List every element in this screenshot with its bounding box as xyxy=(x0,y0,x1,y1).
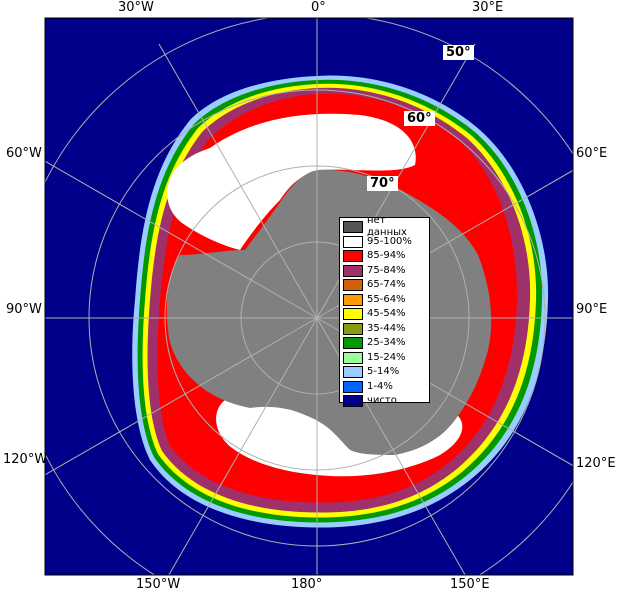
legend-label: чисто xyxy=(367,395,397,407)
lon-label-0: 0° xyxy=(311,0,326,15)
legend-item: нет данных xyxy=(343,215,426,238)
lat-label-50: 50° xyxy=(443,45,474,60)
legend-item: 1-4% xyxy=(343,380,426,395)
legend-item: 25-34% xyxy=(343,336,426,351)
legend-swatch xyxy=(343,322,363,335)
legend-swatch xyxy=(343,366,363,379)
legend-label: 55-64% xyxy=(367,293,406,305)
legend-swatch xyxy=(343,308,363,321)
legend-swatch xyxy=(343,235,363,248)
legend-item: чисто xyxy=(343,394,426,409)
lon-label-180: 180° xyxy=(291,577,323,592)
legend-label: 5-14% xyxy=(367,366,400,378)
legend-swatch xyxy=(343,380,363,393)
legend-swatch xyxy=(343,337,363,350)
legend-label: 1-4% xyxy=(367,380,393,392)
legend-item: 45-54% xyxy=(343,307,426,322)
legend-label: 85-94% xyxy=(367,250,406,262)
legend-item: 65-74% xyxy=(343,278,426,293)
legend-swatch xyxy=(343,264,363,277)
legend-item: 75-84% xyxy=(343,264,426,279)
lon-label-90w: 90°W xyxy=(6,302,42,317)
lat-label-60: 60° xyxy=(404,111,435,126)
lon-label-60e: 60°E xyxy=(576,146,608,161)
legend-label: 25-34% xyxy=(367,337,406,349)
legend-label: 35-44% xyxy=(367,322,406,334)
legend: нет данных 95-100% 85-94% 75-84% 65-74% 55-64… xyxy=(339,215,430,408)
legend-swatch xyxy=(343,395,363,408)
lon-label-60w: 60°W xyxy=(6,146,42,161)
legend-label: 65-74% xyxy=(367,279,406,291)
legend-swatch xyxy=(343,221,363,234)
legend-item: 5-14% xyxy=(343,365,426,380)
legend-item: 85-94% xyxy=(343,249,426,264)
lon-label-150e: 150°E xyxy=(450,577,490,592)
legend-item: 15-24% xyxy=(343,351,426,366)
ice-zone-full-weddell xyxy=(167,113,416,250)
legend-label: 45-54% xyxy=(367,308,406,320)
legend-swatch xyxy=(343,279,363,292)
lat-label-70: 70° xyxy=(367,176,398,191)
legend-swatch xyxy=(343,293,363,306)
legend-swatch xyxy=(343,351,363,364)
legend-item: 55-64% xyxy=(343,293,426,308)
legend-swatch xyxy=(343,250,363,263)
legend-label: нет данных xyxy=(367,215,407,239)
lon-label-150w: 150°W xyxy=(136,577,181,592)
legend-label: 15-24% xyxy=(367,351,406,363)
legend-item: 95-100% xyxy=(343,235,426,250)
legend-label: 75-84% xyxy=(367,264,406,276)
lon-label-120w: 120°W xyxy=(3,452,48,467)
lon-label-30w: 30°W xyxy=(118,0,154,15)
lon-label-120e: 120°E xyxy=(576,456,616,471)
lon-label-30e: 30°E xyxy=(472,0,504,15)
legend-label: 95-100% xyxy=(367,235,412,247)
lon-label-90e: 90°E xyxy=(576,302,608,317)
map-frame xyxy=(44,17,574,576)
legend-item: 35-44% xyxy=(343,322,426,337)
